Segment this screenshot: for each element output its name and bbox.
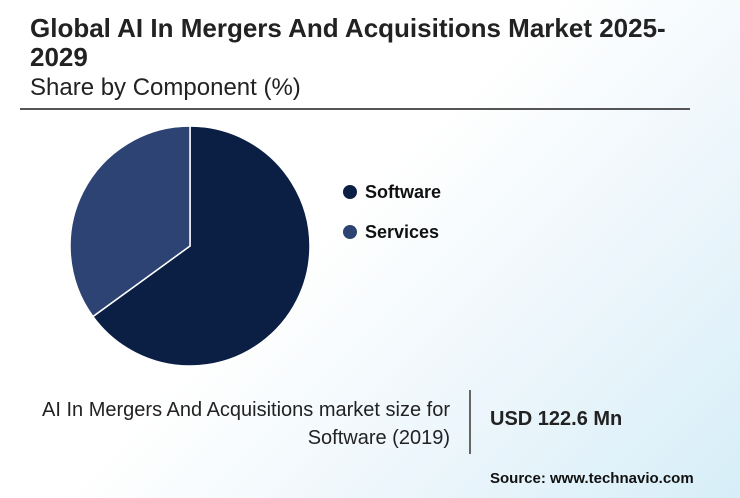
chart-subtitle: Share by Component (%)	[30, 74, 301, 101]
legend-swatch-software	[343, 185, 357, 199]
legend-item-services: Services	[343, 212, 441, 252]
chart-title: Global AI In Mergers And Acquisitions Ma…	[30, 13, 666, 72]
legend-label-software: Software	[365, 181, 442, 202]
market-size-label: AI In Mergers And Acquisitions market si…	[42, 399, 450, 449]
market-size-value: USD 122.6 Mn	[490, 408, 623, 430]
pie-slice-software	[91, 125, 311, 367]
legend-label-services: Services	[365, 221, 440, 242]
stat-divider	[469, 390, 471, 454]
legend: Software Services	[343, 172, 441, 252]
pie-slice-services	[69, 125, 191, 318]
pie-chart	[69, 125, 311, 367]
source-note: Source: www.technavio.com	[490, 470, 694, 487]
header-divider	[20, 108, 690, 110]
legend-swatch-services	[343, 225, 357, 239]
legend-item-software: Software	[343, 172, 441, 212]
